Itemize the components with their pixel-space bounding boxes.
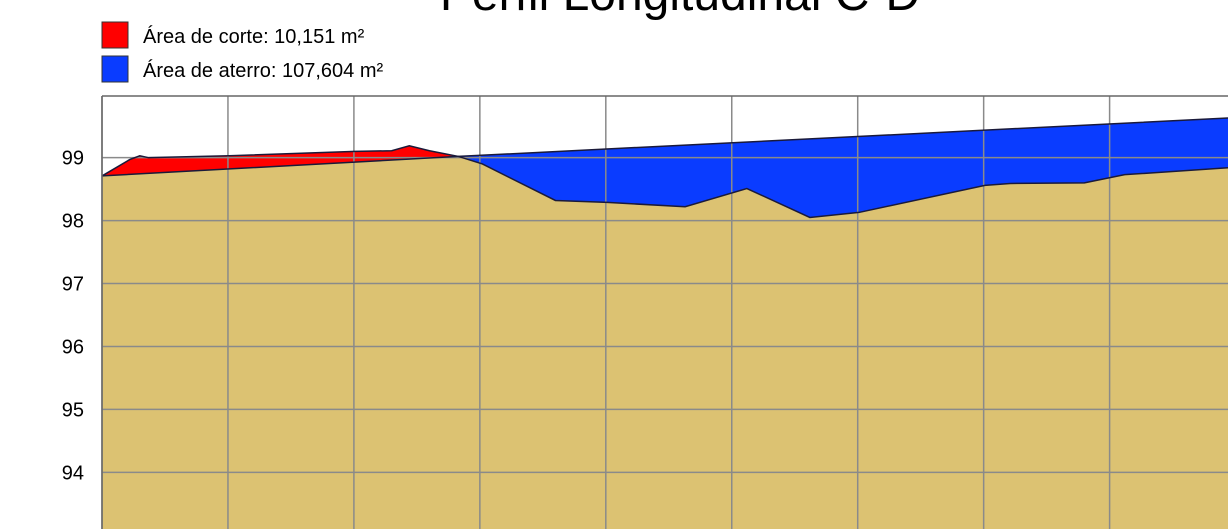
legend-label: Área de corte: 10,151 m² — [143, 25, 365, 48]
y-tick-label: 94 — [62, 462, 84, 484]
legend-swatch — [101, 55, 129, 83]
y-tick-label: 98 — [62, 211, 84, 233]
y-tick-label: 99 — [62, 148, 84, 170]
profile-line — [101, 117, 1228, 177]
y-tick-label: 96 — [62, 336, 84, 358]
chart-title: Perfil Longitudinal C-D — [440, 0, 920, 21]
ground-area — [102, 145, 1228, 529]
y-tick-label: 97 — [62, 274, 84, 296]
y-tick-label: 95 — [62, 399, 84, 421]
legend-label: Área de aterro: 107,604 m² — [143, 59, 383, 82]
legend-swatch — [101, 21, 129, 49]
profile-line — [101, 144, 1228, 219]
